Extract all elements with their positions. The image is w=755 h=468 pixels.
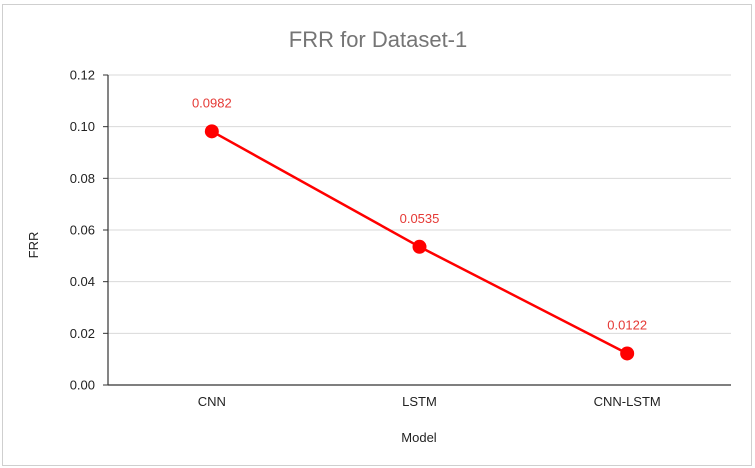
data-label: 0.0122 [607,317,647,332]
data-point[interactable] [412,239,427,254]
x-tick-label: CNN-LSTM [594,394,661,409]
gridlines [108,74,731,334]
y-tick-label: 0.02 [70,326,95,341]
y-axis-ticks: 0.00 0.02 0.04 0.06 0.08 0.10 0.12 [70,68,108,393]
chart-container[interactable] [2,4,752,466]
data-labels: 0.0982 0.0535 0.0122 [192,95,647,332]
x-tick-label: CNN [198,394,226,409]
y-tick-label: 0.04 [70,274,95,289]
x-axis-title: Model [401,430,437,445]
y-tick-label: 0.06 [70,223,95,238]
data-point[interactable] [204,124,219,139]
data-label: 0.0535 [400,211,440,226]
data-label: 0.0982 [192,95,232,110]
y-tick-label: 0.00 [70,378,95,393]
y-tick-label: 0.08 [70,171,95,186]
series-line [204,124,635,361]
y-tick-label: 0.12 [70,68,95,83]
data-point[interactable] [620,346,635,361]
axes [107,75,731,386]
y-tick-label: 0.10 [70,119,95,134]
chart-title: FRR for Dataset-1 [289,27,468,52]
x-tick-label: LSTM [402,394,437,409]
y-axis-title: FRR [26,232,41,259]
x-axis-ticks: CNN LSTM CNN-LSTM [198,394,661,409]
